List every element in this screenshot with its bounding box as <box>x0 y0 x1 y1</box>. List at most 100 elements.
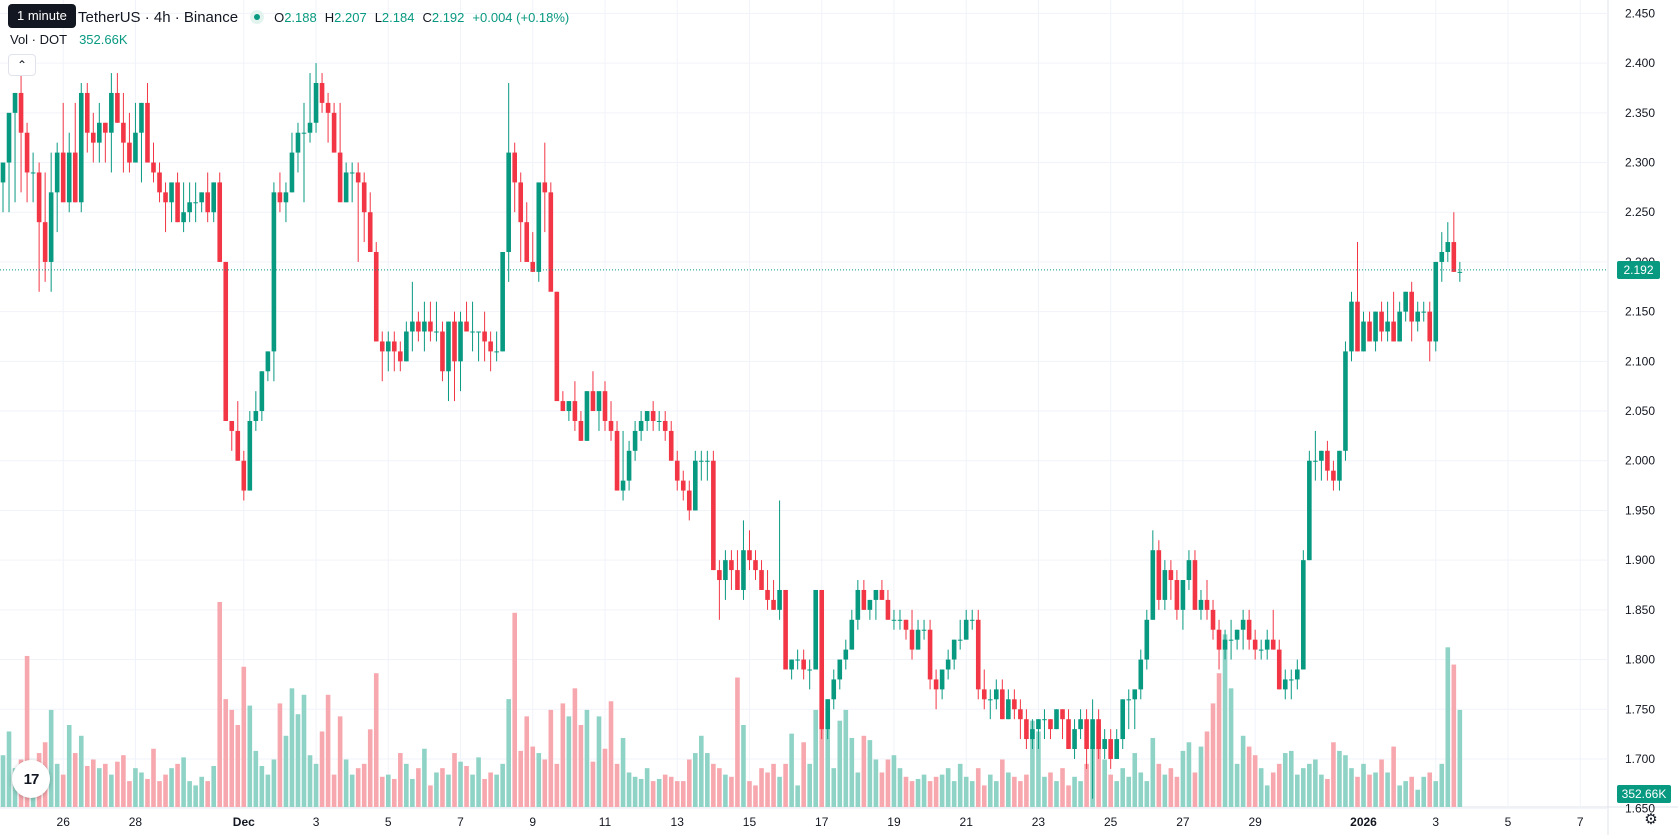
time-tick-label: 15 <box>743 815 757 829</box>
candle-body <box>1192 560 1198 610</box>
chevron-up-icon: ⌃ <box>16 58 28 72</box>
candle-body <box>783 589 788 670</box>
candle-body <box>1006 699 1011 720</box>
volume-bar <box>711 763 716 807</box>
candle-body <box>145 102 150 163</box>
candle-body <box>801 659 806 670</box>
volume-bar <box>259 766 265 807</box>
volume-bar <box>398 753 403 807</box>
candle-body <box>512 152 517 183</box>
price-tick-label: 2.050 <box>1625 404 1655 418</box>
volume-bar <box>1192 772 1198 807</box>
volume-bar <box>765 772 770 807</box>
time-axis[interactable]: 26 28 Dec 3 5 7 9 11 13 15 17 19 21 23 25 27 29 2026 3 5 7 <box>57 815 1584 829</box>
volume-legend[interactable]: Vol · DOT 352.66K <box>10 32 128 47</box>
volume-bar <box>813 709 818 807</box>
candle-body <box>337 152 343 203</box>
volume-bar <box>1228 688 1234 807</box>
volume-bar <box>78 735 84 807</box>
volume-bar <box>831 768 837 807</box>
volume-bar <box>1337 750 1342 807</box>
volume-bar <box>783 763 788 807</box>
candle-body <box>1349 301 1354 352</box>
volume-bar <box>686 759 692 807</box>
volume-bar <box>1132 753 1138 807</box>
candle-body <box>1234 629 1240 640</box>
candle-body <box>1403 291 1408 312</box>
candle-body <box>127 142 132 163</box>
candle-body <box>398 351 403 362</box>
volume-bar <box>1054 781 1059 807</box>
volume-bar <box>1042 776 1047 807</box>
volume-bar <box>578 725 584 807</box>
volume-bar <box>957 763 963 807</box>
volume-bar <box>103 763 108 807</box>
volume-bar <box>1397 785 1402 807</box>
volume-bar <box>1385 772 1390 807</box>
candle-body <box>410 321 415 332</box>
candle-body <box>735 570 740 590</box>
volume-bar <box>464 766 469 807</box>
volume-bar <box>1018 781 1023 807</box>
volume-bar <box>1240 735 1246 807</box>
candle-body <box>446 321 451 372</box>
volume-bar <box>1198 746 1204 807</box>
candle-body <box>30 172 36 174</box>
volume-bar <box>379 776 385 807</box>
time-tick-label: 26 <box>57 815 71 829</box>
candle-body <box>428 321 433 332</box>
volume-bar <box>145 778 150 807</box>
candle-body <box>548 192 554 292</box>
candle-body <box>440 331 445 372</box>
volume-bar <box>602 748 608 807</box>
candle-body <box>404 331 409 362</box>
volume-bar <box>1216 673 1222 807</box>
candle-body <box>602 391 608 421</box>
volume-bar <box>1252 755 1258 807</box>
volume-bar <box>873 759 879 807</box>
candle-body <box>1216 629 1222 650</box>
volume-bar <box>1048 772 1053 807</box>
volume-bar <box>807 763 812 807</box>
time-tick-label: 2026 <box>1350 815 1377 829</box>
volume-bar <box>590 761 596 807</box>
candle-body <box>1078 719 1083 730</box>
volume-bar <box>1036 731 1041 807</box>
time-tick-label: 27 <box>1176 815 1190 829</box>
candle-body <box>217 182 223 262</box>
price-axis[interactable]: 1.650 1.700 1.750 1.800 1.850 1.900 1.950 2.000… <box>1625 6 1655 815</box>
volume-bar <box>650 781 656 807</box>
collapse-legend-button[interactable]: ⌃ <box>8 54 36 76</box>
candle-body <box>717 570 722 581</box>
candle-body <box>175 182 180 223</box>
volume-bar <box>620 737 626 807</box>
volume-bar <box>981 785 987 807</box>
candle-body <box>0 162 6 183</box>
tradingview-logo-icon[interactable]: 17 <box>12 760 50 798</box>
volume-bar <box>1246 746 1252 807</box>
candle-body <box>355 172 361 183</box>
volume-bar <box>1403 781 1408 807</box>
candle-body <box>349 172 355 174</box>
volume-bar <box>1066 785 1071 807</box>
candle-body <box>729 560 734 571</box>
volume-bar <box>1222 634 1228 807</box>
volume-bar <box>987 774 993 807</box>
volume-bar <box>771 763 776 807</box>
change-value: +0.004 (+0.18%) <box>472 9 570 25</box>
gear-icon[interactable]: ⚙ <box>1644 811 1658 828</box>
time-tick-label: 25 <box>1104 815 1118 829</box>
price-tick-label: 1.700 <box>1625 752 1655 766</box>
time-tick-label: 28 <box>129 815 143 829</box>
volume-bar <box>554 763 560 807</box>
candle-body <box>1391 321 1396 342</box>
candle-body <box>500 251 505 352</box>
volume-bar <box>1415 789 1420 807</box>
volume-bars <box>0 602 1463 807</box>
candle-body <box>247 420 253 491</box>
candle-body <box>193 202 198 204</box>
symbol-title[interactable]: TetherUS · 4h · Binance <box>78 8 239 26</box>
candle-body <box>650 411 656 421</box>
volume-bar <box>1343 755 1348 807</box>
